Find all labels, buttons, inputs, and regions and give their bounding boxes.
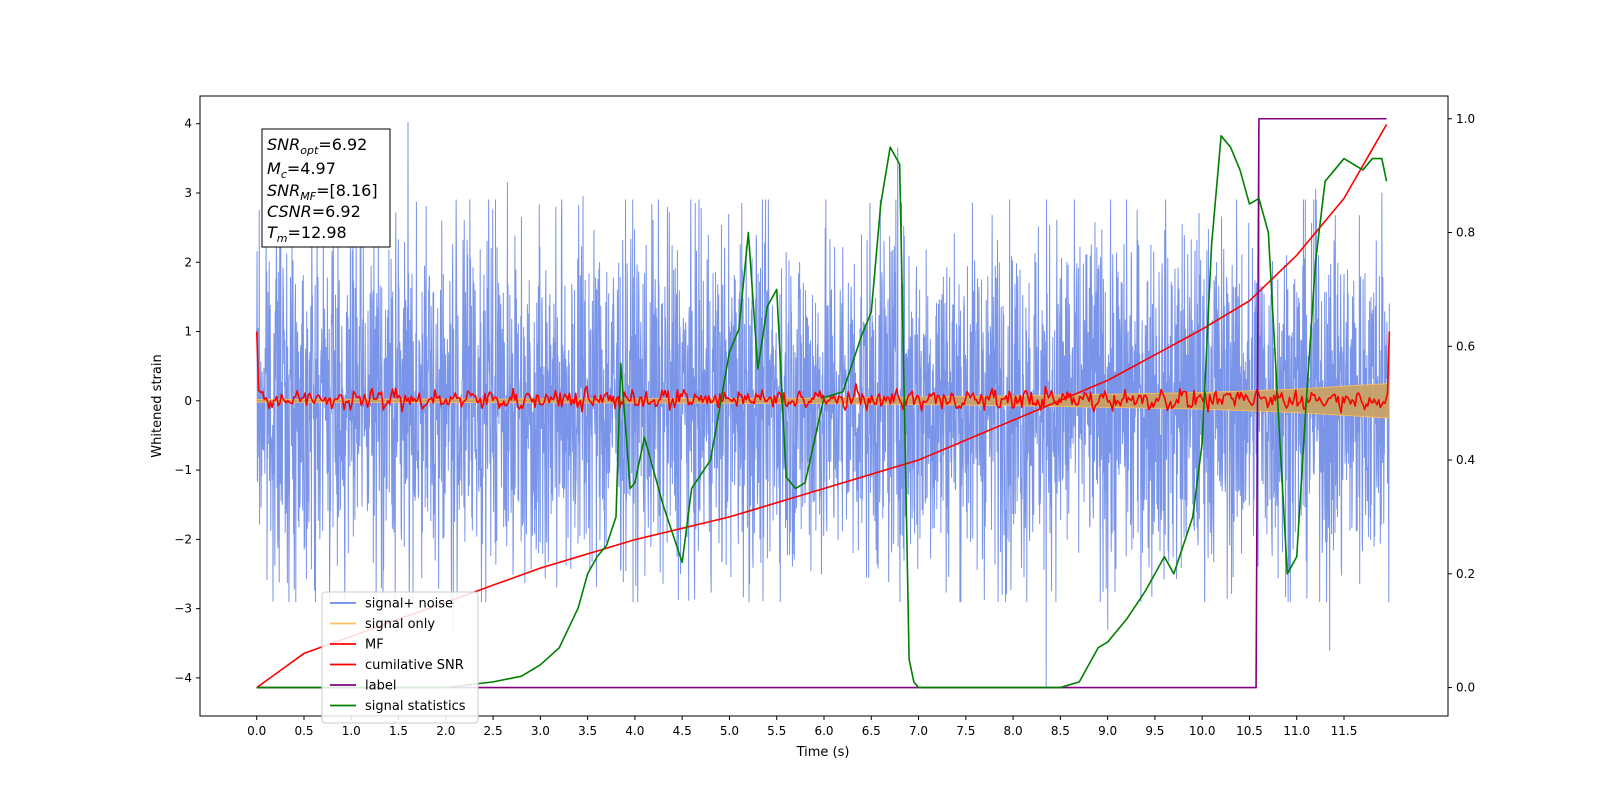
y-right-tick-label: 0.0 xyxy=(1456,681,1475,695)
y-left-tick-label: 1 xyxy=(184,325,192,339)
legend-label: label xyxy=(365,679,396,694)
x-axis: 0.0 0.5 1.0 1.5 2.0 2.5 3.0 3.5 4.0 4.5 5.0 5.5 6.0 6… xyxy=(247,716,1357,738)
x-axis-label: Time (s) xyxy=(796,745,850,760)
legend-frame xyxy=(321,591,479,724)
x-tick-label: 4.0 xyxy=(625,724,644,738)
x-tick-label: 6.0 xyxy=(814,724,833,738)
x-tick-label: 7.0 xyxy=(909,724,928,738)
y-axis-right: 0.0 0.2 0.4 0.6 0.8 1.0 xyxy=(1448,112,1475,695)
x-tick-label: 6.5 xyxy=(862,724,881,738)
y-right-tick-label: 0.2 xyxy=(1456,567,1475,581)
x-tick-label: 5.0 xyxy=(720,724,739,738)
annotation-tm: Tm=12.98 xyxy=(267,223,347,245)
y-axis-left: −4 −3 −2 −1 0 1 2 3 4 xyxy=(174,117,200,685)
y-right-tick-label: 1.0 xyxy=(1456,112,1475,126)
y-left-tick-label: 2 xyxy=(184,255,192,269)
annotation-frame xyxy=(261,128,391,248)
x-tick-label: 3.0 xyxy=(531,724,550,738)
label-line xyxy=(256,117,1387,689)
x-tick-label: 7.5 xyxy=(956,724,975,738)
y-left-tick-label: −1 xyxy=(174,463,192,477)
x-tick-label: 9.0 xyxy=(1098,724,1117,738)
x-tick-label: 4.5 xyxy=(673,724,692,738)
y-left-tick-label: −4 xyxy=(174,671,192,685)
x-tick-label: 3.5 xyxy=(578,724,597,738)
x-tick-label: 0.5 xyxy=(294,724,313,738)
x-tick-label: 10.5 xyxy=(1236,724,1263,738)
signal-statistics-line xyxy=(256,135,1388,689)
x-tick-label: 2.0 xyxy=(436,724,455,738)
x-tick-label: 8.5 xyxy=(1051,724,1070,738)
annotation-snr-opt: SNRopt=6.92 xyxy=(267,135,367,157)
x-tick-label: 10.0 xyxy=(1189,724,1216,738)
y-right-tick-label: 0.4 xyxy=(1456,453,1475,467)
x-tick-label: 8.0 xyxy=(1004,724,1023,738)
y-left-tick-label: −2 xyxy=(174,532,192,546)
y-right-tick-label: 0.6 xyxy=(1456,339,1475,353)
x-tick-label: 1.5 xyxy=(389,724,408,738)
x-tick-label: 1.0 xyxy=(342,724,361,738)
signal-noise-line xyxy=(256,121,1390,689)
x-tick-label: 2.5 xyxy=(484,724,503,738)
annotation-snr-mf: SNRMF=[8.16] xyxy=(267,181,378,203)
annotation-mc: Mc=4.97 xyxy=(267,159,336,181)
x-tick-label: 5.5 xyxy=(767,724,786,738)
x-tick-label: 11.0 xyxy=(1283,724,1310,738)
annotation-csnr: CSNR=6.92 xyxy=(267,202,361,221)
y-axis-label: Whitened strain xyxy=(150,354,165,457)
y-left-tick-label: −3 xyxy=(174,602,192,616)
legend-label: signal+ noise xyxy=(365,597,453,612)
legend-label: cumilative SNR xyxy=(365,658,464,673)
y-left-tick-label: 3 xyxy=(184,186,192,200)
y-right-tick-label: 0.8 xyxy=(1456,226,1475,240)
legend-label: signal only xyxy=(365,617,435,632)
y-left-tick-label: 0 xyxy=(184,394,192,408)
mf-line xyxy=(255,331,1391,414)
y-left-tick-label: 4 xyxy=(184,117,192,131)
annotation-box: SNRopt=6.92 Mc=4.97 SNRMF=[8.16] CSNR=6.… xyxy=(261,128,391,248)
x-tick-label: 0.0 xyxy=(247,724,266,738)
x-tick-label: 9.5 xyxy=(1145,724,1164,738)
legend-label: signal statistics xyxy=(365,699,466,714)
legend: signal+ noise signal only MF cumilative SNR… xyxy=(321,591,479,724)
x-tick-label: 11.5 xyxy=(1331,724,1358,738)
legend-label: MF xyxy=(365,638,384,653)
